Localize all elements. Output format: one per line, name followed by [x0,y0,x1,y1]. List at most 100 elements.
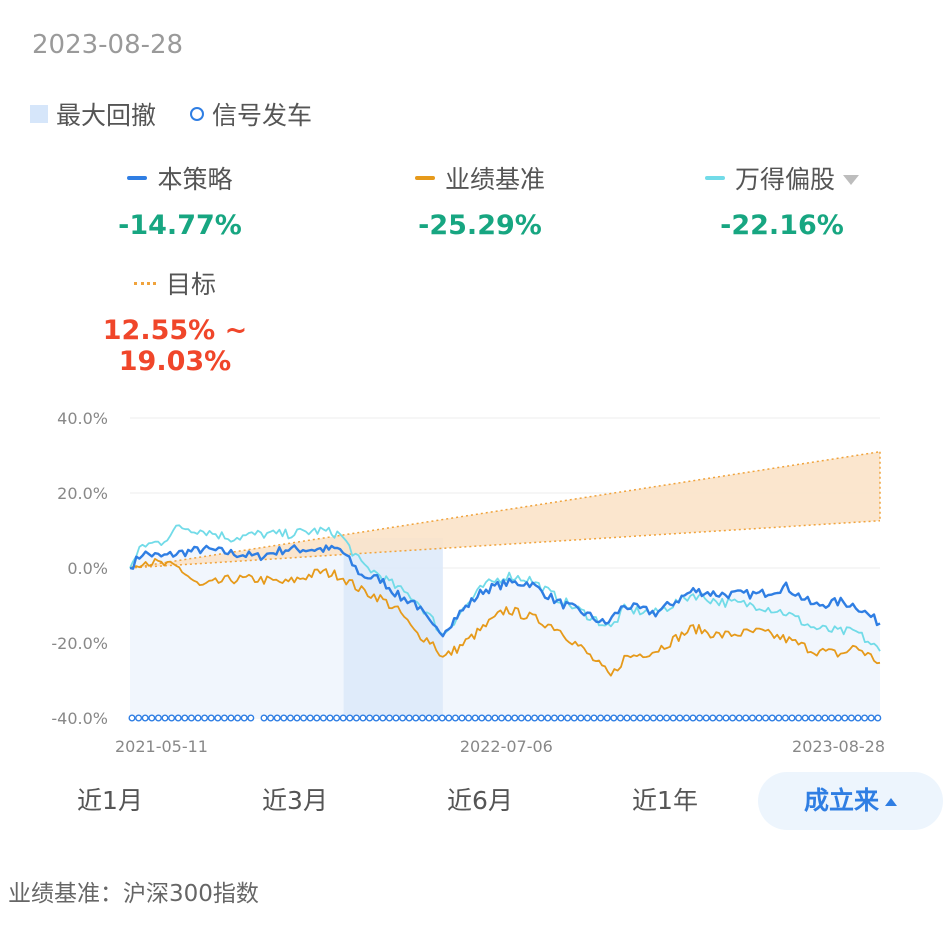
signal-marker [498,714,506,722]
signal-marker [788,714,796,722]
series-line-wind [129,524,881,652]
signal-marker [366,714,374,722]
y-tick-label: -20.0% [51,634,108,653]
signal-marker [702,714,710,722]
dropdown-caret-icon[interactable] [843,175,859,185]
signal-marker [531,714,539,722]
signal-marker [729,714,737,722]
tab-since-inception-label: 成立来 [803,786,879,815]
signal-marker [227,714,235,722]
x-tick-label: 2022-07-06 [460,737,553,756]
signal-marker [755,714,763,722]
signal-marker [841,714,849,722]
signal-marker [597,714,605,722]
tab-3m[interactable]: 近3月 [262,786,328,815]
signal-marker [861,714,869,722]
x-tick-label: 2021-05-11 [115,737,208,756]
signal-marker [128,714,136,722]
tab-since-inception[interactable]: 成立来 [758,772,943,830]
signal-marker [828,714,836,722]
wind-label: 万得偏股 [734,165,835,194]
signal-marker [273,714,281,722]
signal-marker [762,714,770,722]
signal-marker [187,714,195,722]
signal-marker [768,714,776,722]
tab-1y[interactable]: 近1年 [632,786,698,815]
signal-marker [438,714,446,722]
signal-marker [709,714,717,722]
signal-marker [847,714,855,722]
signal-marker [689,714,697,722]
series-line-benchmark [129,558,881,677]
signal-marker [326,714,334,722]
signal-marker [722,714,730,722]
signal-marker [795,714,803,722]
signal-marker [451,714,459,722]
signal-marker [379,714,387,722]
signal-marker [445,714,453,722]
tab-6m[interactable]: 近6月 [447,786,513,815]
top-legend: 最大回撤 信号发车 [30,96,346,132]
signal-marker [570,714,578,722]
y-tick-label: -40.0% [51,709,108,728]
series-line-strategy [129,544,881,638]
tab-1m[interactable]: 近1月 [77,786,143,815]
signal-marker [669,714,677,722]
benchmark-footnote: 业绩基准：沪深300指数 [8,881,259,907]
max-drawdown-area [343,538,443,718]
signal-marker [696,714,704,722]
signal-marker [313,714,321,722]
strategy-value: -14.77% [118,210,242,241]
signal-marker [201,714,209,722]
signal-marker [465,714,473,722]
signal-marker [834,714,842,722]
signal-marker [333,714,341,722]
signal-marker [458,714,466,722]
strategy-area [130,545,880,718]
strategy-line-swatch [127,176,148,180]
metric-wind[interactable]: 万得偏股 -22.16% [692,160,872,241]
signal-marker [478,714,486,722]
signal-marker [280,714,288,722]
benchmark-label: 业绩基准 [444,165,545,194]
signal-marker [590,714,598,722]
signal-marker [630,714,638,722]
signal-marker [432,714,440,722]
signal-marker [801,714,809,722]
signal-marker [491,714,499,722]
signal-marker [135,714,143,722]
y-tick-label: 40.0% [57,409,108,428]
signal-marker [471,714,479,722]
signal-marker [775,714,783,722]
signal-marker [715,714,723,722]
legend-signal: 信号发车 [190,96,312,132]
signal-marker [821,714,829,722]
target-label: 目标 [165,270,216,299]
signal-marker [649,714,657,722]
signal-marker [814,714,822,722]
signal-marker [676,714,684,722]
signal-marker [557,714,565,722]
y-tick-label: 20.0% [57,484,108,503]
signal-marker [854,714,862,722]
benchmark-value: -25.29% [418,210,542,241]
signal-marker [564,714,572,722]
signal-marker [220,714,228,722]
target-value: 12.55% ~ 19.03% [102,315,248,377]
target-band [130,451,880,568]
metric-benchmark: 业绩基准 -25.29% [400,160,560,241]
signal-marker [194,714,202,722]
y-tick-label: 0.0% [67,559,108,578]
signal-marker [603,714,611,722]
signal-marker [544,714,552,722]
signal-marker [504,714,512,722]
signal-marker [583,714,591,722]
signal-marker [399,714,407,722]
signal-marker [168,714,176,722]
sort-up-caret-icon [885,798,897,806]
signal-marker [260,714,268,722]
signal-marker [874,714,882,722]
signal-marker [867,714,875,722]
signal-marker [214,714,222,722]
signal-marker [247,714,255,722]
